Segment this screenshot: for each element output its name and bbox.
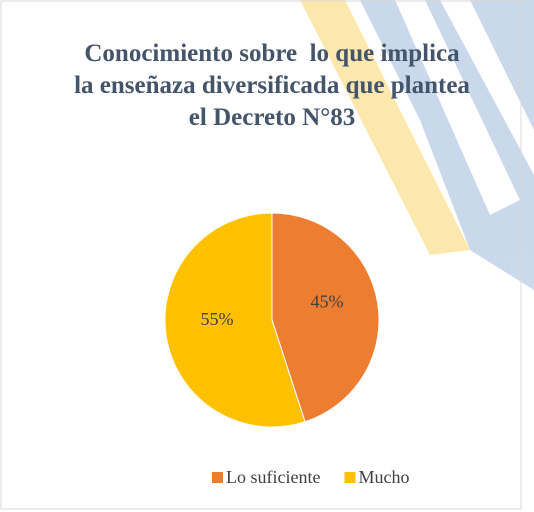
legend-swatch — [212, 472, 223, 483]
page: 45% 55% Lo suficiente Mucho Conocimiento so… — [0, 0, 534, 512]
chart-title: Conocimiento sobre lo que implica la ens… — [72, 38, 472, 134]
legend-label: Lo suficiente — [226, 467, 320, 487]
legend-swatch — [344, 472, 355, 483]
data-label: 45% — [310, 291, 343, 311]
data-label: 55% — [201, 309, 234, 329]
legend-label: Mucho — [358, 467, 409, 487]
